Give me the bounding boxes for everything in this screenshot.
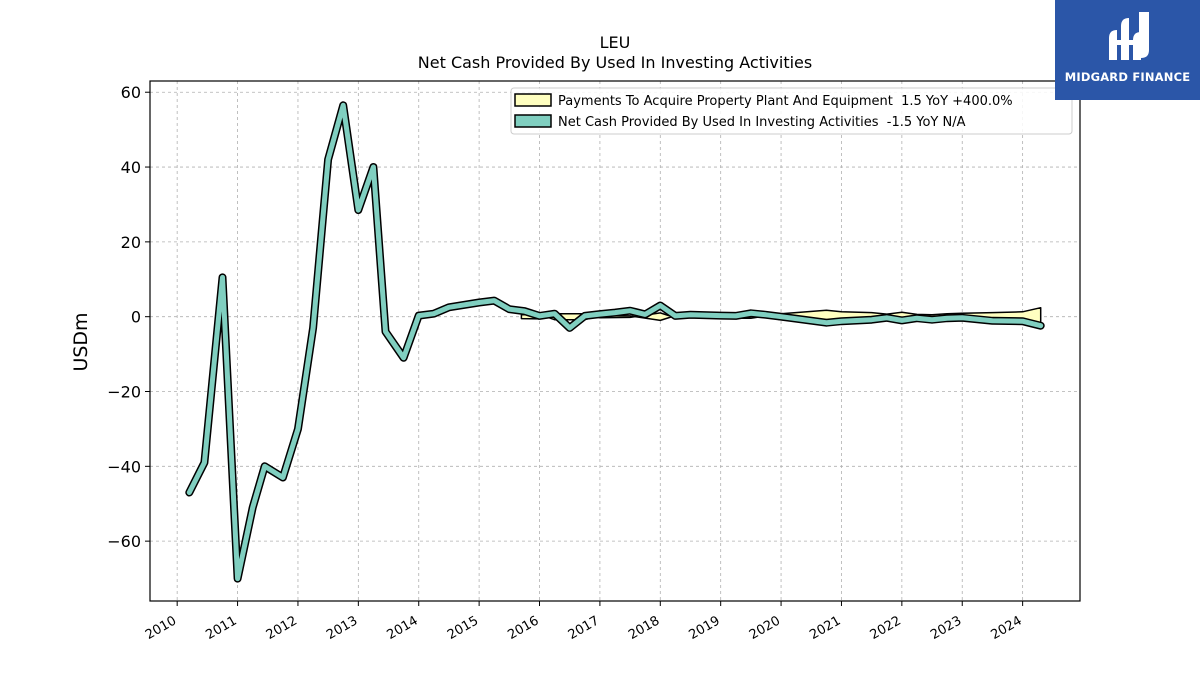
x-tick-label: 2011	[203, 613, 239, 643]
legend-label-capex: Payments To Acquire Property Plant And E…	[558, 94, 1013, 109]
x-tick-label: 2023	[928, 613, 964, 643]
legend: Payments To Acquire Property Plant And E…	[510, 87, 1073, 135]
series-net-cash-outline	[185, 101, 1045, 583]
x-ticks: 2010 2011 2012 2013 2014 2015 2016 2017 2018 2019…	[143, 601, 1025, 643]
plot-area	[185, 101, 1045, 583]
legend-swatch-capex	[514, 93, 552, 107]
legend-box	[510, 87, 1073, 135]
y-tick-label: −20	[107, 383, 141, 402]
brand-logo: MIDGARD FINANCE	[1055, 0, 1200, 100]
grid	[150, 81, 1080, 601]
y-axis-label: USDm	[70, 312, 92, 371]
x-tick-label: 2021	[807, 613, 843, 643]
y-tick-label: −40	[107, 457, 141, 476]
y-tick-label: 40	[121, 158, 141, 177]
legend-swatch-net-cash	[514, 114, 552, 128]
x-tick-label: 2019	[687, 613, 723, 643]
y-tick-label: 60	[121, 83, 141, 102]
legend-label-net-cash: Net Cash Provided By Used In Investing A…	[558, 115, 966, 130]
x-tick-label: 2024	[988, 613, 1024, 643]
series-net-cash-line	[186, 102, 1044, 582]
axes-frame	[149, 80, 1081, 602]
y-ticks: 60 40 20 0 −20 −40 −60	[107, 83, 150, 551]
y-tick-label: −60	[107, 532, 141, 551]
chart-title: LEU	[600, 33, 631, 52]
x-tick-label: 2018	[626, 613, 662, 643]
x-tick-label: 2022	[868, 613, 904, 643]
brand-logo-text: MIDGARD FINANCE	[1064, 70, 1191, 84]
chart-subtitle: Net Cash Provided By Used In Investing A…	[418, 53, 812, 72]
x-tick-label: 2014	[385, 613, 421, 643]
x-tick-label: 2010	[143, 613, 179, 643]
x-tick-label: 2012	[264, 613, 300, 643]
y-tick-label: 0	[131, 308, 141, 327]
x-tick-label: 2017	[566, 613, 602, 643]
x-tick-label: 2015	[445, 613, 481, 643]
x-tick-label: 2013	[324, 613, 360, 643]
midgard-logo-icon	[1109, 12, 1149, 60]
y-tick-label: 20	[121, 233, 141, 252]
x-tick-label: 2016	[505, 613, 541, 643]
x-tick-label: 2020	[747, 613, 783, 643]
